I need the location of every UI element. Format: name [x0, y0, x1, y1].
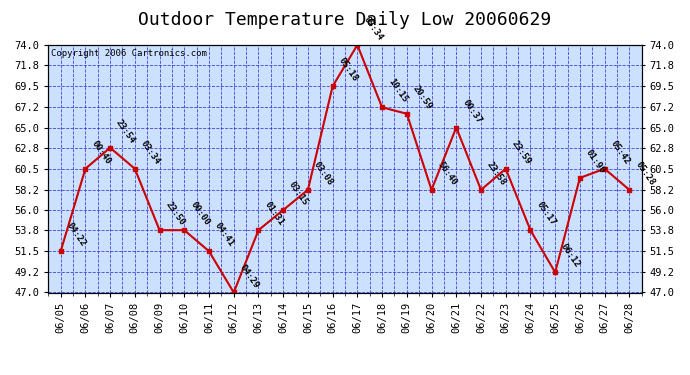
Text: 00:00: 00:00	[188, 200, 211, 227]
Text: 04:22: 04:22	[65, 221, 88, 249]
Text: 23:58: 23:58	[485, 160, 508, 187]
Text: 05:18: 05:18	[337, 56, 359, 84]
Text: 00:37: 00:37	[460, 98, 483, 125]
Text: 05:34: 05:34	[362, 15, 384, 42]
Text: 23:59: 23:59	[510, 139, 533, 166]
Text: 04:29: 04:29	[238, 262, 261, 290]
Text: 05:42: 05:42	[609, 139, 631, 166]
Text: 23:54: 23:54	[115, 118, 137, 145]
Text: 00:40: 00:40	[90, 139, 112, 166]
Text: 56:40: 56:40	[435, 160, 458, 187]
Text: 05:17: 05:17	[535, 200, 558, 227]
Text: 05:28: 05:28	[633, 160, 656, 187]
Text: 03:34: 03:34	[139, 139, 161, 166]
Text: 01:90: 01:90	[584, 148, 607, 175]
Text: 03:08: 03:08	[312, 160, 335, 187]
Text: Outdoor Temperature Daily Low 20060629: Outdoor Temperature Daily Low 20060629	[139, 11, 551, 29]
Text: 20:59: 20:59	[411, 84, 434, 111]
Text: 01:31: 01:31	[263, 200, 286, 227]
Text: 06:12: 06:12	[560, 242, 582, 270]
Text: 10:15: 10:15	[386, 77, 409, 105]
Text: 03:15: 03:15	[287, 180, 310, 207]
Text: 04:41: 04:41	[213, 221, 236, 249]
Text: 23:50: 23:50	[164, 200, 186, 227]
Text: Copyright 2006 Cartronics.com: Copyright 2006 Cartronics.com	[51, 49, 207, 58]
